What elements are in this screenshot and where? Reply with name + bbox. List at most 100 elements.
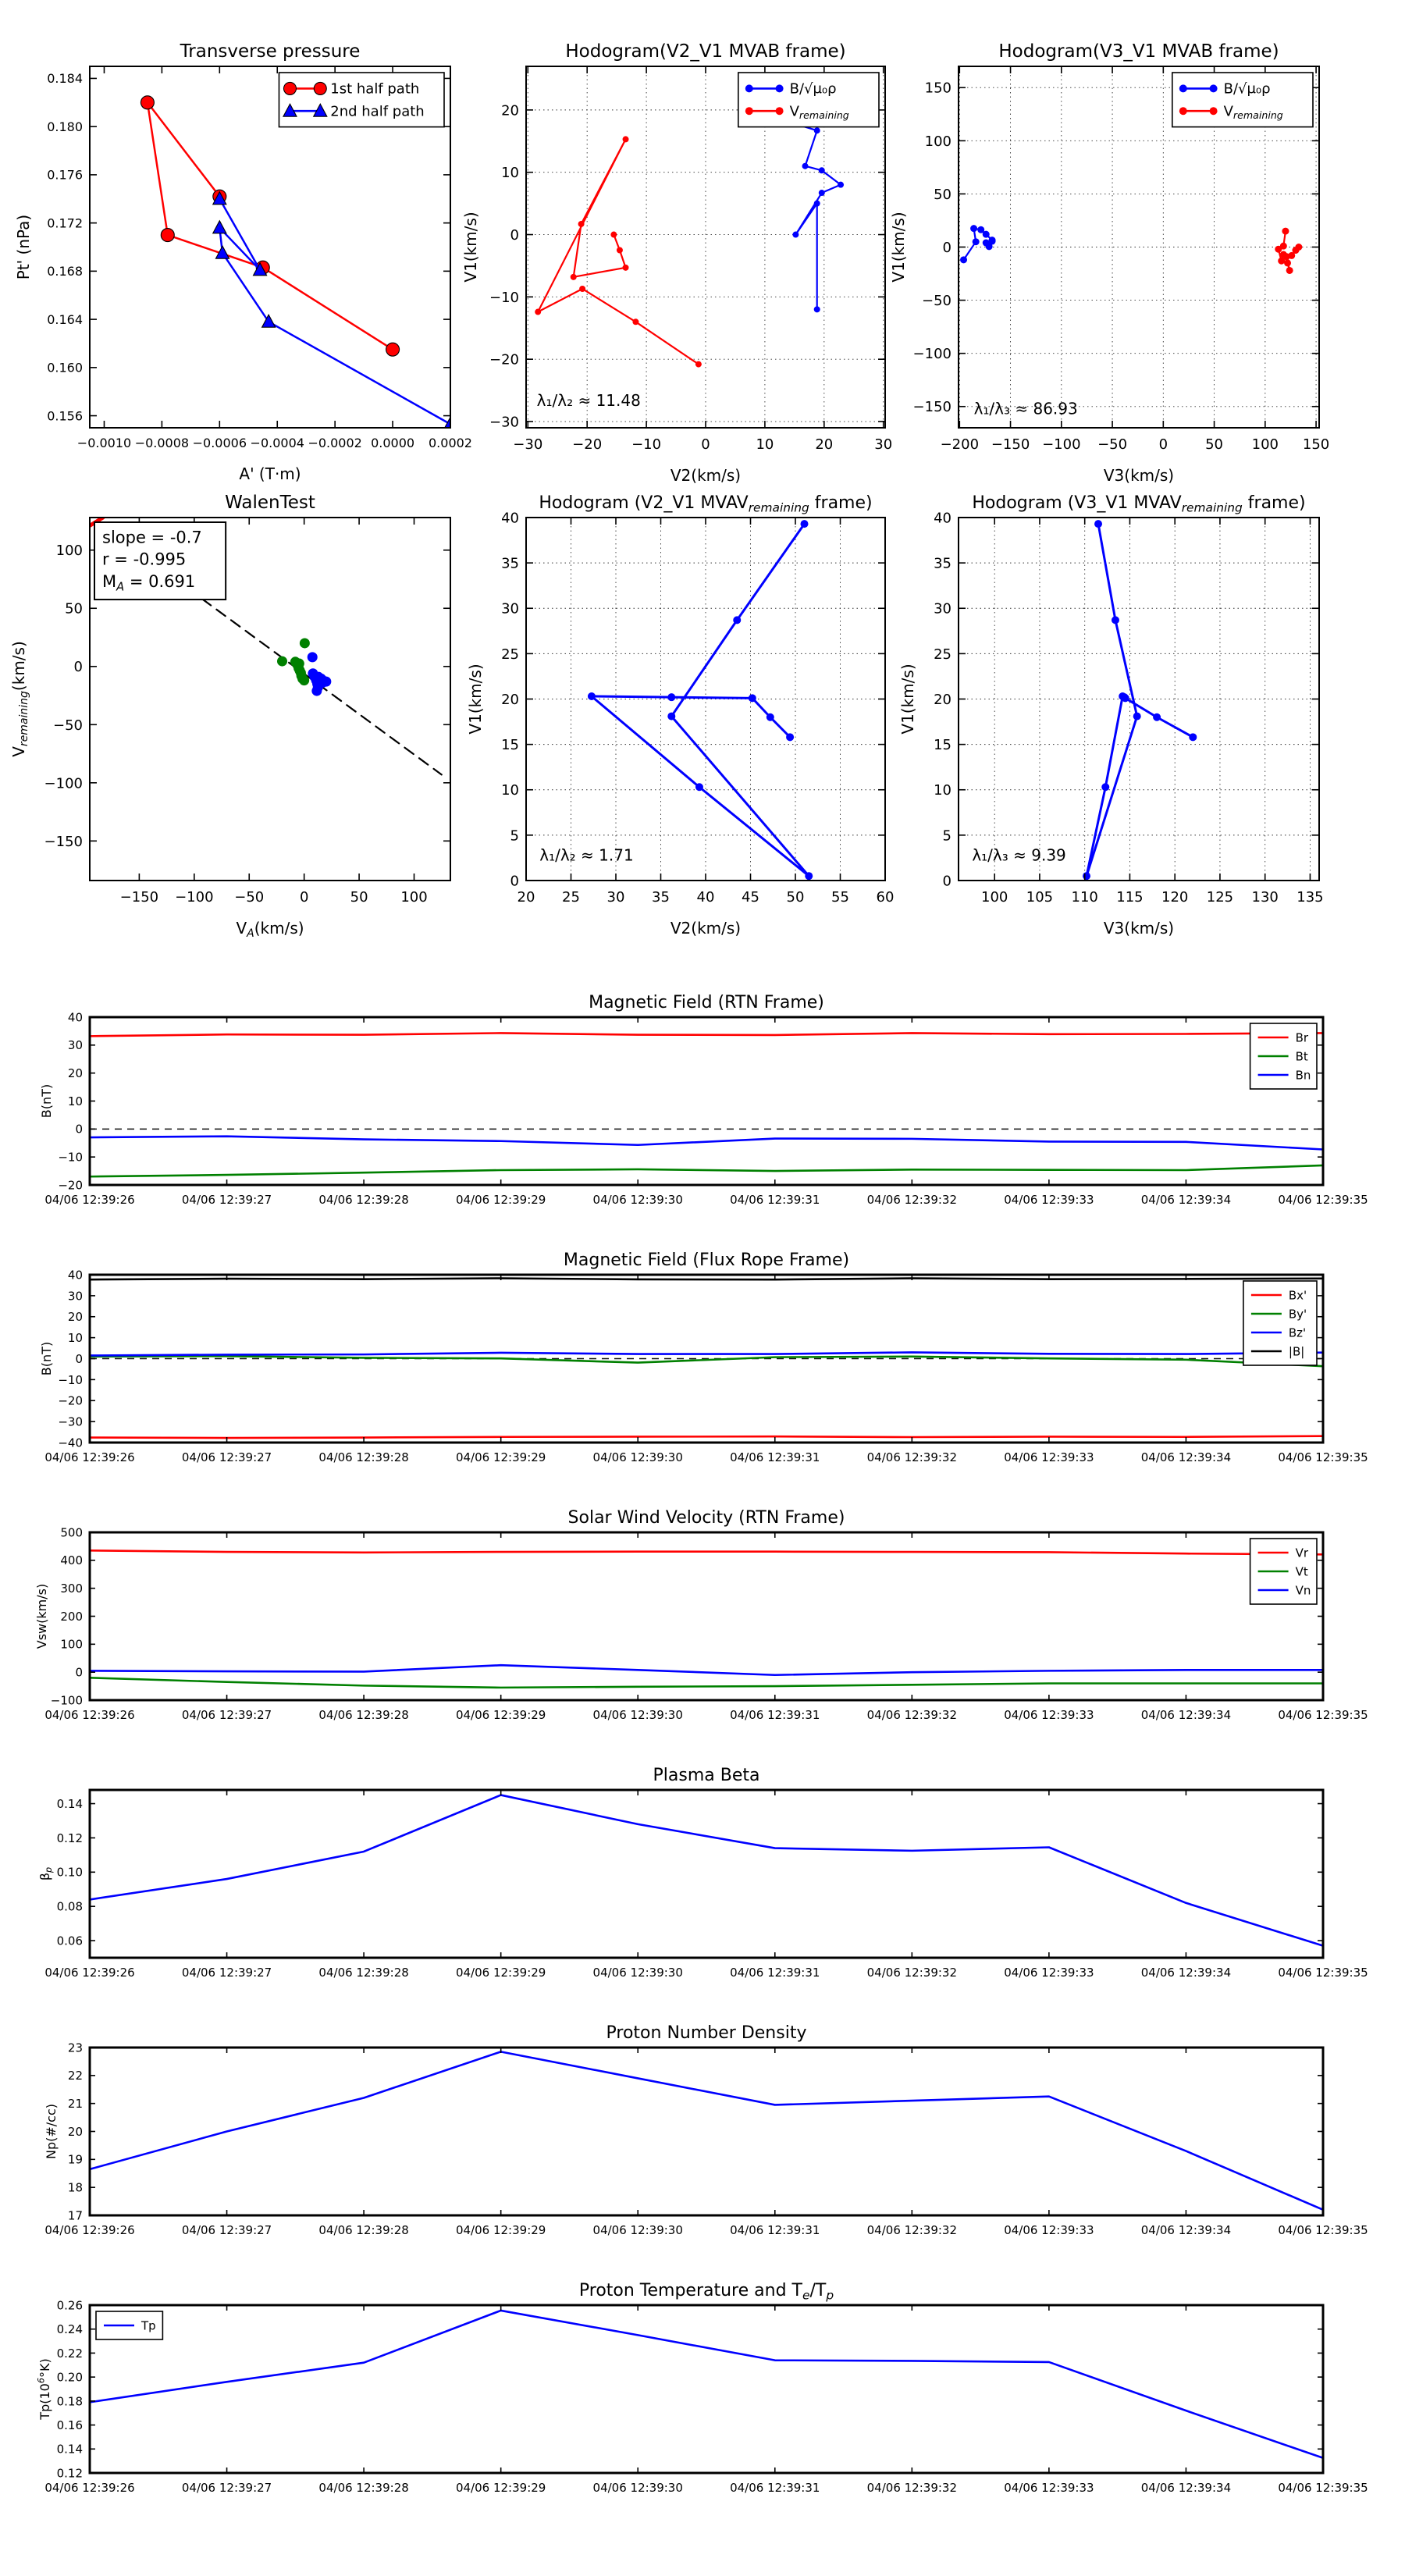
svg-text:04/06 12:39:27: 04/06 12:39:27 <box>182 1450 272 1464</box>
panel-proton-number-density: 04/06 12:39:26 04/06 12:39:27 04/06 12:39:… <box>44 2023 1368 2237</box>
svg-text:Tp(106°K): Tp(106°K) <box>36 2358 52 2420</box>
svg-text:125: 125 <box>1207 889 1233 906</box>
svg-text:100: 100 <box>60 1638 83 1652</box>
svg-text:20: 20 <box>518 889 535 906</box>
panel-solar-wind-velocity-rtn: 04/06 12:39:26 04/06 12:39:27 04/06 12:39:… <box>34 1508 1368 1722</box>
svg-text:40: 40 <box>934 510 951 526</box>
svg-text:Pt' (nPa): Pt' (nPa) <box>14 215 33 279</box>
svg-text:Solar Wind Velocity (RTN Frame: Solar Wind Velocity (RTN Frame) <box>568 1508 845 1528</box>
svg-text:04/06 12:39:32: 04/06 12:39:32 <box>867 1450 957 1464</box>
svg-text:0.08: 0.08 <box>57 1900 83 1914</box>
svg-text:1st half path: 1st half path <box>330 81 419 98</box>
svg-text:04/06 12:39:35: 04/06 12:39:35 <box>1278 1450 1368 1464</box>
svg-text:04/06 12:39:34: 04/06 12:39:34 <box>1141 2223 1231 2237</box>
svg-text:04/06 12:39:30: 04/06 12:39:30 <box>593 1966 683 1980</box>
svg-text:04/06 12:39:32: 04/06 12:39:32 <box>867 1193 957 1207</box>
svg-text:04/06 12:39:30: 04/06 12:39:30 <box>593 1450 683 1464</box>
svg-text:04/06 12:39:29: 04/06 12:39:29 <box>456 1193 546 1207</box>
svg-text:MA = 0.691: MA = 0.691 <box>102 572 195 593</box>
svg-text:04/06 12:39:31: 04/06 12:39:31 <box>730 1966 820 1980</box>
svg-text:0.0002: 0.0002 <box>429 436 472 450</box>
svg-text:−30: −30 <box>58 1415 83 1429</box>
svg-text:04/06 12:39:35: 04/06 12:39:35 <box>1278 2223 1368 2237</box>
svg-text:25: 25 <box>934 646 951 663</box>
svg-text:120: 120 <box>1161 889 1188 906</box>
svg-text:500: 500 <box>60 1525 83 1539</box>
svg-text:λ₁/λ₃ ≈ 9.39: λ₁/λ₃ ≈ 9.39 <box>972 845 1065 864</box>
svg-text:04/06 12:39:32: 04/06 12:39:32 <box>867 1708 957 1722</box>
svg-text:04/06 12:39:28: 04/06 12:39:28 <box>318 1708 408 1722</box>
svg-text:−50: −50 <box>1097 436 1127 453</box>
svg-text:−0.0008: −0.0008 <box>135 436 189 450</box>
svg-text:04/06 12:39:29: 04/06 12:39:29 <box>456 2223 546 2237</box>
svg-text:04/06 12:39:34: 04/06 12:39:34 <box>1141 1966 1231 1980</box>
svg-text:18: 18 <box>68 2181 83 2195</box>
svg-text:−10: −10 <box>631 436 661 453</box>
svg-text:150: 150 <box>1303 436 1329 453</box>
svg-text:04/06 12:39:28: 04/06 12:39:28 <box>318 1966 408 1980</box>
svg-text:0.180: 0.180 <box>47 119 83 134</box>
svg-text:10: 10 <box>68 1094 83 1108</box>
svg-text:−150: −150 <box>991 436 1030 453</box>
svg-text:25: 25 <box>501 646 519 663</box>
svg-text:04/06 12:39:33: 04/06 12:39:33 <box>1004 1966 1094 1980</box>
svg-text:04/06 12:39:28: 04/06 12:39:28 <box>318 2481 408 2495</box>
svg-text:r = -0.995: r = -0.995 <box>102 550 186 569</box>
svg-text:0.06: 0.06 <box>57 1934 83 1948</box>
svg-text:04/06 12:39:30: 04/06 12:39:30 <box>593 1708 683 1722</box>
svg-text:Vremaining(km/s): Vremaining(km/s) <box>9 641 30 757</box>
svg-text:0: 0 <box>943 240 951 256</box>
svg-text:By': By' <box>1289 1307 1307 1321</box>
svg-text:23: 23 <box>68 2041 83 2055</box>
svg-text:Vr: Vr <box>1296 1546 1309 1560</box>
svg-text:−20: −20 <box>58 1178 83 1192</box>
svg-text:Vsw(km/s): Vsw(km/s) <box>34 1584 49 1649</box>
svg-text:−100: −100 <box>44 775 83 792</box>
plot-transverse-pressure: −0.0010 −0.0008 −0.0006 −0.0004 −0.0002 0.000… <box>14 41 472 483</box>
svg-text:0.24: 0.24 <box>57 2322 83 2336</box>
svg-text:WalenTest: WalenTest <box>225 493 315 513</box>
svg-text:0: 0 <box>1159 436 1168 453</box>
svg-text:04/06 12:39:31: 04/06 12:39:31 <box>730 1708 820 1722</box>
svg-text:0.184: 0.184 <box>47 71 83 86</box>
svg-text:35: 35 <box>501 556 519 572</box>
svg-text:λ₁/λ₂ ≈ 1.71: λ₁/λ₂ ≈ 1.71 <box>539 845 633 864</box>
svg-text:0.160: 0.160 <box>47 361 83 375</box>
svg-text:V3(km/s): V3(km/s) <box>1104 919 1174 938</box>
svg-text:Proton Number Density: Proton Number Density <box>606 2023 807 2043</box>
svg-text:04/06 12:39:27: 04/06 12:39:27 <box>182 2481 272 2495</box>
svg-text:20: 20 <box>934 692 951 708</box>
svg-text:Plasma Beta: Plasma Beta <box>653 1766 760 1785</box>
svg-text:04/06 12:39:33: 04/06 12:39:33 <box>1004 1708 1094 1722</box>
svg-text:115: 115 <box>1116 889 1143 906</box>
svg-text:50: 50 <box>934 187 951 203</box>
svg-text:B/√μ₀ρ: B/√μ₀ρ <box>1224 81 1271 98</box>
svg-text:Hodogram (V3_V1 MVAVremaining: Hodogram (V3_V1 MVAVremaining frame) <box>972 493 1305 514</box>
svg-text:04/06 12:39:33: 04/06 12:39:33 <box>1004 1450 1094 1464</box>
svg-text:04/06 12:39:32: 04/06 12:39:32 <box>867 1966 957 1980</box>
svg-text:20: 20 <box>68 1310 83 1324</box>
panel-magnetic-field-flux-rope: 04/06 12:39:26 04/06 12:39:27 04/06 12:39:… <box>39 1251 1368 1464</box>
svg-text:100: 100 <box>56 543 83 559</box>
plot-walen-test: −150 −100 −50 0 50 100 −150 −100 −50 0 50 100 WalenT… <box>9 493 451 940</box>
svg-text:0.164: 0.164 <box>47 312 83 327</box>
svg-text:0: 0 <box>510 227 519 244</box>
svg-text:−0.0004: −0.0004 <box>251 436 304 450</box>
svg-text:B(nT): B(nT) <box>39 1084 54 1118</box>
svg-text:V2(km/s): V2(km/s) <box>670 919 741 938</box>
svg-text:04/06 12:39:33: 04/06 12:39:33 <box>1004 1193 1094 1207</box>
svg-text:−50: −50 <box>922 293 951 309</box>
svg-text:40: 40 <box>697 889 715 906</box>
svg-text:−20: −20 <box>572 436 602 453</box>
svg-text:04/06 12:39:27: 04/06 12:39:27 <box>182 1708 272 1722</box>
svg-text:−10: −10 <box>58 1373 83 1387</box>
svg-text:Magnetic Field (Flux Rope Fram: Magnetic Field (Flux Rope Frame) <box>564 1251 849 1270</box>
svg-text:04/06 12:39:31: 04/06 12:39:31 <box>730 1193 820 1207</box>
svg-text:100: 100 <box>1252 436 1279 453</box>
svg-text:VA(km/s): VA(km/s) <box>236 919 304 940</box>
svg-text:−100: −100 <box>51 1693 83 1707</box>
svg-text:|B|: |B| <box>1289 1344 1304 1358</box>
plot-hodogram-v3v1-mvav-remaining: 100 105 110 115 120 125 130 135 0 5 10 15 20 25 30 35 40… <box>898 493 1324 938</box>
svg-text:5: 5 <box>510 827 519 844</box>
svg-text:−150: −150 <box>120 889 158 906</box>
